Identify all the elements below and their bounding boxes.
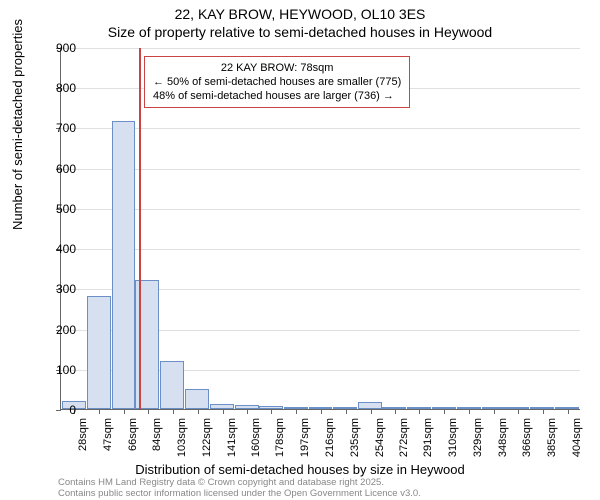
- x-tick-mark: [568, 409, 569, 414]
- x-tick-label: 216sqm: [324, 418, 336, 462]
- x-tick-label: 84sqm: [151, 418, 163, 462]
- y-tick-label: 900: [36, 41, 76, 55]
- y-tick-label: 500: [36, 202, 76, 216]
- x-tick-label: 272sqm: [398, 418, 410, 462]
- x-tick-label: 160sqm: [250, 418, 262, 462]
- x-tick-label: 66sqm: [127, 418, 139, 462]
- x-tick-label: 366sqm: [521, 418, 533, 462]
- x-axis-label: Distribution of semi-detached houses by …: [0, 462, 600, 477]
- y-tick-label: 300: [36, 282, 76, 296]
- annotation-title: 22 KAY BROW: 78sqm: [153, 61, 401, 75]
- x-tick-mark: [148, 409, 149, 414]
- x-tick-label: 310sqm: [447, 418, 459, 462]
- x-tick-mark: [99, 409, 100, 414]
- y-tick-label: 800: [36, 81, 76, 95]
- x-tick-mark: [543, 409, 544, 414]
- x-tick-mark: [371, 409, 372, 414]
- x-tick-mark: [395, 409, 396, 414]
- x-tick-mark: [223, 409, 224, 414]
- x-tick-mark: [247, 409, 248, 414]
- x-tick-mark: [173, 409, 174, 414]
- histogram-bar: [185, 389, 209, 409]
- histogram-bar: [358, 402, 382, 409]
- y-tick-label: 400: [36, 242, 76, 256]
- x-tick-label: 329sqm: [472, 418, 484, 462]
- x-tick-label: 122sqm: [201, 418, 213, 462]
- property-size-chart: 22, KAY BROW, HEYWOOD, OL10 3ES Size of …: [0, 0, 600, 500]
- x-tick-label: 178sqm: [274, 418, 286, 462]
- chart-title-main: 22, KAY BROW, HEYWOOD, OL10 3ES: [0, 6, 600, 22]
- x-tick-mark: [494, 409, 495, 414]
- x-tick-mark: [321, 409, 322, 414]
- x-tick-label: 28sqm: [77, 418, 89, 462]
- footer-line-2: Contains public sector information licen…: [58, 488, 421, 499]
- x-tick-label: 348sqm: [497, 418, 509, 462]
- x-tick-label: 141sqm: [226, 418, 238, 462]
- annotation-line-smaller: ← 50% of semi-detached houses are smalle…: [153, 75, 401, 89]
- x-tick-label: 103sqm: [176, 418, 188, 462]
- x-tick-label: 385sqm: [546, 418, 558, 462]
- annotation-line-larger: 48% of semi-detached houses are larger (…: [153, 89, 401, 103]
- chart-footer: Contains HM Land Registry data © Crown c…: [58, 477, 421, 499]
- x-tick-label: 47sqm: [102, 418, 114, 462]
- y-axis-label: Number of semi-detached properties: [10, 19, 25, 230]
- annotation-box: 22 KAY BROW: 78sqm ← 50% of semi-detache…: [144, 56, 410, 108]
- x-tick-label: 235sqm: [349, 418, 361, 462]
- chart-title-sub: Size of property relative to semi-detach…: [0, 24, 600, 40]
- property-marker-line: [139, 48, 141, 409]
- y-tick-label: 600: [36, 162, 76, 176]
- x-tick-mark: [271, 409, 272, 414]
- x-tick-mark: [124, 409, 125, 414]
- y-tick-label: 0: [36, 403, 76, 417]
- x-tick-label: 291sqm: [422, 418, 434, 462]
- y-tick-label: 200: [36, 323, 76, 337]
- y-tick-label: 100: [36, 363, 76, 377]
- histogram-bar: [160, 361, 184, 409]
- x-tick-mark: [444, 409, 445, 414]
- histogram-bar: [112, 121, 136, 409]
- x-tick-mark: [198, 409, 199, 414]
- x-tick-label: 254sqm: [374, 418, 386, 462]
- histogram-bar: [87, 296, 111, 409]
- x-tick-mark: [296, 409, 297, 414]
- x-tick-mark: [419, 409, 420, 414]
- footer-line-1: Contains HM Land Registry data © Crown c…: [58, 477, 421, 488]
- x-tick-mark: [469, 409, 470, 414]
- x-tick-label: 404sqm: [571, 418, 583, 462]
- x-tick-mark: [518, 409, 519, 414]
- x-tick-label: 197sqm: [299, 418, 311, 462]
- x-tick-mark: [346, 409, 347, 414]
- y-tick-label: 700: [36, 121, 76, 135]
